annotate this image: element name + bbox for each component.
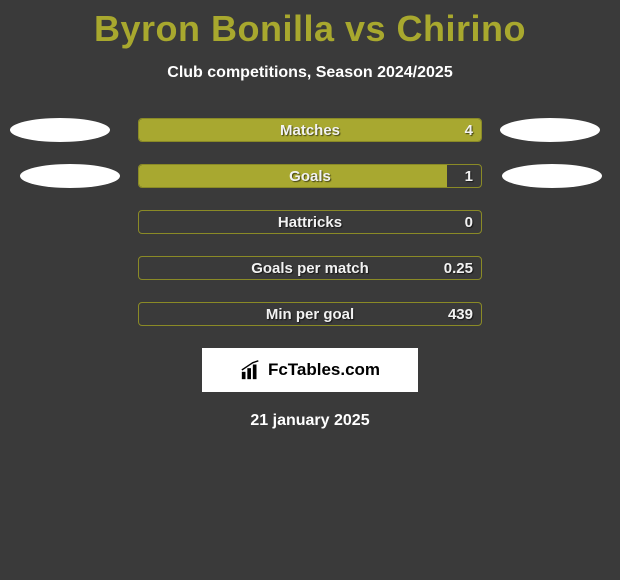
stat-label: Goals per match xyxy=(139,260,481,277)
stat-bar: Hattricks 0 xyxy=(138,210,482,234)
right-marker-icon xyxy=(502,164,602,188)
stat-row: Goals per match 0.25 xyxy=(0,256,620,280)
stat-value: 0 xyxy=(465,214,473,231)
stats-chart: Matches 4 Goals 1 Hattricks 0 Goals per … xyxy=(0,118,620,326)
stat-bar: Min per goal 439 xyxy=(138,302,482,326)
stat-label: Matches xyxy=(139,122,481,139)
stat-row: Min per goal 439 xyxy=(0,302,620,326)
logo[interactable]: FcTables.com xyxy=(202,348,418,392)
stat-row: Matches 4 xyxy=(0,118,620,142)
stat-value: 439 xyxy=(448,306,473,323)
stat-label: Min per goal xyxy=(139,306,481,323)
stat-value: 4 xyxy=(465,122,473,139)
stat-value: 0.25 xyxy=(444,260,473,277)
stat-row: Goals 1 xyxy=(0,164,620,188)
left-marker-icon xyxy=(20,164,120,188)
date-label: 21 january 2025 xyxy=(0,412,620,430)
chart-icon xyxy=(240,359,262,381)
right-marker-icon xyxy=(500,118,600,142)
left-marker-icon xyxy=(10,118,110,142)
stat-row: Hattricks 0 xyxy=(0,210,620,234)
logo-text: FcTables.com xyxy=(268,360,380,380)
subtitle: Club competitions, Season 2024/2025 xyxy=(0,64,620,82)
stat-value: 1 xyxy=(465,168,473,185)
page-title: Byron Bonilla vs Chirino xyxy=(0,0,620,50)
stat-bar: Goals 1 xyxy=(138,164,482,188)
stat-label: Goals xyxy=(139,168,481,185)
stat-label: Hattricks xyxy=(139,214,481,231)
stat-bar: Goals per match 0.25 xyxy=(138,256,482,280)
stat-bar: Matches 4 xyxy=(138,118,482,142)
